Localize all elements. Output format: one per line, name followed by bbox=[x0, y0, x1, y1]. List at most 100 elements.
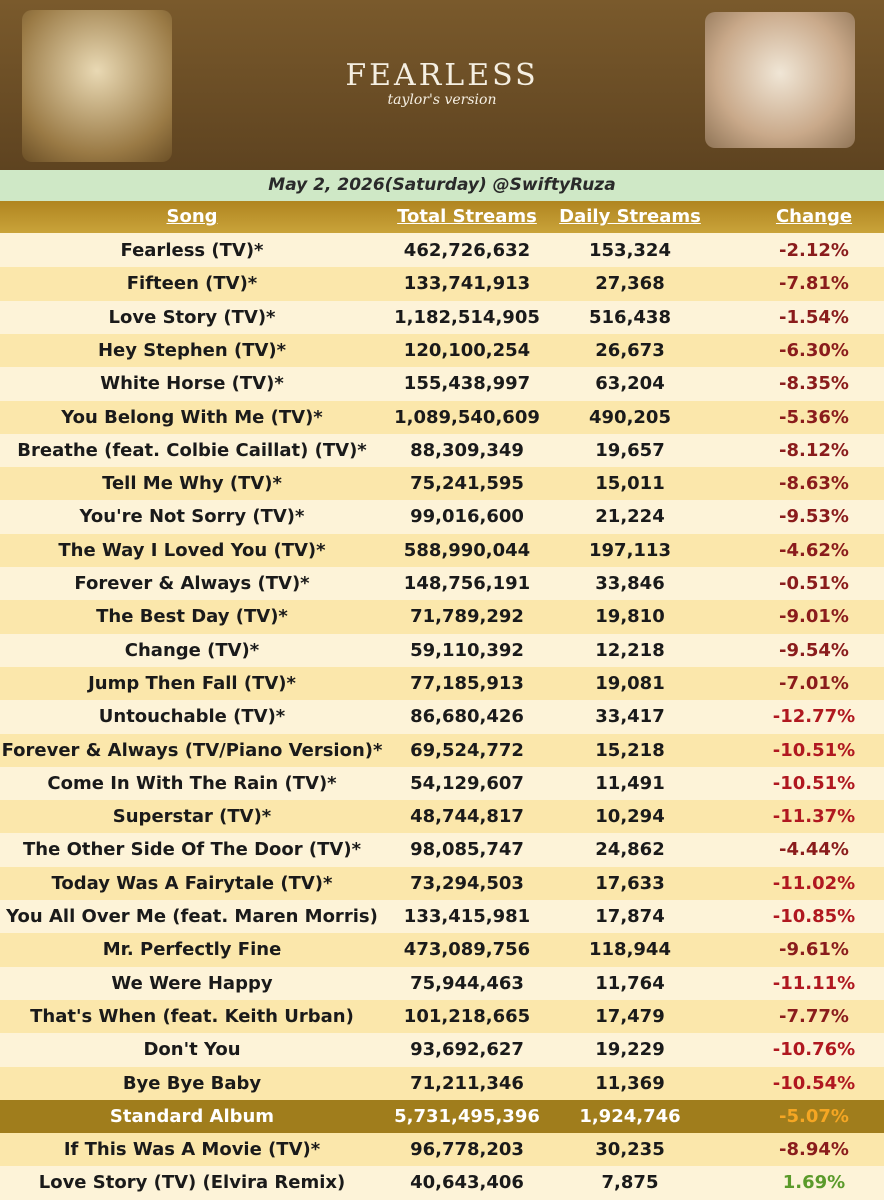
change-value: -5.07% bbox=[779, 1105, 849, 1127]
stream-count: 30,235 bbox=[595, 1139, 665, 1161]
stream-count: 101,218,665 bbox=[403, 1005, 531, 1027]
stream-count: 21,224 bbox=[595, 506, 665, 528]
stream-count: 5,731,495,396 bbox=[394, 1105, 540, 1127]
song-name: Breathe (feat. Colbie Caillat) (TV)* bbox=[17, 439, 367, 461]
stream-count: 490,205 bbox=[589, 406, 671, 428]
song-name: Forever & Always (TV/Piano Version)* bbox=[1, 739, 383, 761]
stream-count: 17,874 bbox=[595, 906, 665, 927]
change-value: -8.63% bbox=[779, 473, 849, 495]
stream-count: 99,016,600 bbox=[410, 506, 524, 528]
change-value: -0.51% bbox=[779, 573, 849, 594]
table-row: The Best Day (TV)* 71,789,292 19,810 -9.01% bbox=[0, 600, 884, 634]
song-name: Change (TV)* bbox=[124, 639, 260, 661]
stream-count: 11,764 bbox=[595, 972, 665, 994]
change-value: -8.35% bbox=[779, 373, 849, 395]
column-header: Daily Streams bbox=[559, 206, 701, 227]
table-row: Fifteen (TV)* 133,741,913 27,368 -7.81% bbox=[0, 267, 884, 301]
date-line: May 2, 2026(Saturday) @SwiftyRuza bbox=[0, 170, 884, 201]
song-name: We Were Happy bbox=[111, 972, 273, 994]
stream-count: 1,089,540,609 bbox=[394, 406, 540, 428]
stream-count: 462,726,632 bbox=[403, 240, 531, 261]
table-row: Jump Then Fall (TV)* 77,185,913 19,081 -7.0… bbox=[0, 666, 884, 701]
table-row: If This Was A Movie (TV)* 96,778,203 30,23… bbox=[0, 1133, 884, 1167]
song-name: The Other Side Of The Door (TV)* bbox=[23, 839, 361, 861]
stream-count: 10,294 bbox=[595, 806, 665, 828]
stream-count: 7,875 bbox=[601, 1172, 659, 1194]
header-banner: FEARLESS taylor's version bbox=[0, 0, 884, 170]
stream-count: 1,182,514,905 bbox=[394, 306, 540, 328]
table-row: Don't You 93,692,627 19,229 -10.76% bbox=[0, 1033, 884, 1067]
change-value: -10.85% bbox=[772, 906, 856, 927]
stream-count: 26,673 bbox=[595, 339, 665, 361]
stream-count: 118,944 bbox=[589, 939, 671, 961]
song-name: Bye Bye Baby bbox=[122, 1072, 262, 1094]
song-name: Superstar (TV)* bbox=[112, 806, 272, 828]
stream-count: 93,692,627 bbox=[410, 1039, 524, 1061]
table-row: Hey Stephen (TV)* 120,100,254 26,673 -6.30% bbox=[0, 333, 884, 368]
stream-count: 71,211,346 bbox=[410, 1072, 524, 1094]
stream-count: 19,081 bbox=[595, 672, 665, 694]
stream-count: 96,778,203 bbox=[410, 1139, 524, 1161]
change-value: -10.76% bbox=[772, 1039, 856, 1061]
stream-count: 148,756,191 bbox=[403, 573, 531, 594]
stream-count: 75,944,463 bbox=[410, 972, 524, 994]
change-value: -9.54% bbox=[779, 639, 849, 661]
stream-count: 86,680,426 bbox=[410, 706, 524, 728]
stream-count: 40,643,406 bbox=[410, 1172, 524, 1194]
song-name: Tell Me Why (TV)* bbox=[102, 473, 282, 495]
table-row: Today Was A Fairytale (TV)* 73,294,503 17,… bbox=[0, 866, 884, 900]
song-name: That's When (feat. Keith Urban) bbox=[30, 1005, 354, 1027]
column-header-row: Song Total Streams Daily Streams Change bbox=[0, 201, 884, 233]
change-value: -9.61% bbox=[779, 939, 849, 961]
change-value: -7.77% bbox=[779, 1005, 849, 1027]
stream-count: 75,241,595 bbox=[410, 473, 524, 495]
change-value: -2.12% bbox=[779, 240, 849, 261]
change-value: -11.37% bbox=[772, 806, 856, 828]
change-value: -11.02% bbox=[772, 872, 856, 894]
table-row: Love Story (TV)* 1,182,514,905 516,438 -1.5… bbox=[0, 300, 884, 334]
table-row: Breathe (feat. Colbie Caillat) (TV)* 88,3… bbox=[0, 433, 884, 468]
stream-count: 17,479 bbox=[595, 1005, 665, 1027]
table-row: Love Story (TV) (Elvira Remix) 40,643,406… bbox=[0, 1166, 884, 1200]
table-row: You All Over Me (feat. Maren Morris) 133,… bbox=[0, 900, 884, 934]
song-name: White Horse (TV)* bbox=[100, 373, 284, 395]
song-name: If This Was A Movie (TV)* bbox=[63, 1139, 321, 1161]
stream-count: 473,089,756 bbox=[403, 939, 531, 961]
stream-count: 120,100,254 bbox=[403, 339, 531, 361]
table-row: Change (TV)* 59,110,392 12,218 -9.54% bbox=[0, 633, 884, 667]
stream-count: 27,368 bbox=[595, 273, 665, 295]
album-total-row: Standard Album 5,731,495,396 1,924,746 -5.0… bbox=[0, 1099, 884, 1134]
song-name: You All Over Me (feat. Maren Morris) bbox=[6, 906, 378, 927]
album-photo-left bbox=[22, 10, 172, 162]
column-header: Total Streams bbox=[397, 206, 537, 227]
change-value: -12.77% bbox=[772, 706, 856, 728]
table-row: That's When (feat. Keith Urban) 101,218,6… bbox=[0, 999, 884, 1034]
table-row: Come In With The Rain (TV)* 54,129,607 11,… bbox=[0, 766, 884, 801]
change-value: -10.51% bbox=[772, 739, 856, 761]
stream-count: 19,810 bbox=[595, 606, 665, 628]
change-value: 1.69% bbox=[782, 1172, 846, 1194]
change-value: -4.62% bbox=[779, 539, 849, 561]
song-name: The Way I Loved You (TV)* bbox=[58, 539, 326, 561]
song-name: Come In With The Rain (TV)* bbox=[47, 772, 337, 794]
change-value: -7.01% bbox=[779, 672, 849, 694]
stream-count: 33,846 bbox=[595, 573, 665, 594]
song-name: Love Story (TV)* bbox=[108, 306, 276, 328]
table-row: Tell Me Why (TV)* 75,241,595 15,011 -8.63% bbox=[0, 467, 884, 501]
stream-count: 54,129,607 bbox=[410, 772, 524, 794]
stream-count: 12,218 bbox=[595, 639, 665, 661]
stream-count: 153,324 bbox=[589, 240, 671, 261]
stream-count: 1,924,746 bbox=[579, 1105, 681, 1127]
song-name: Forever & Always (TV)* bbox=[74, 573, 310, 594]
stream-count: 11,491 bbox=[595, 772, 665, 794]
change-value: -9.01% bbox=[779, 606, 849, 628]
stream-count: 15,218 bbox=[595, 739, 665, 761]
stream-count: 19,229 bbox=[595, 1039, 665, 1061]
change-value: -4.44% bbox=[779, 839, 849, 861]
song-name: Don't You bbox=[143, 1039, 241, 1061]
stream-count: 33,417 bbox=[595, 706, 665, 728]
change-value: -10.51% bbox=[772, 772, 856, 794]
stream-count: 197,113 bbox=[589, 539, 671, 561]
change-value: -8.94% bbox=[779, 1139, 849, 1161]
